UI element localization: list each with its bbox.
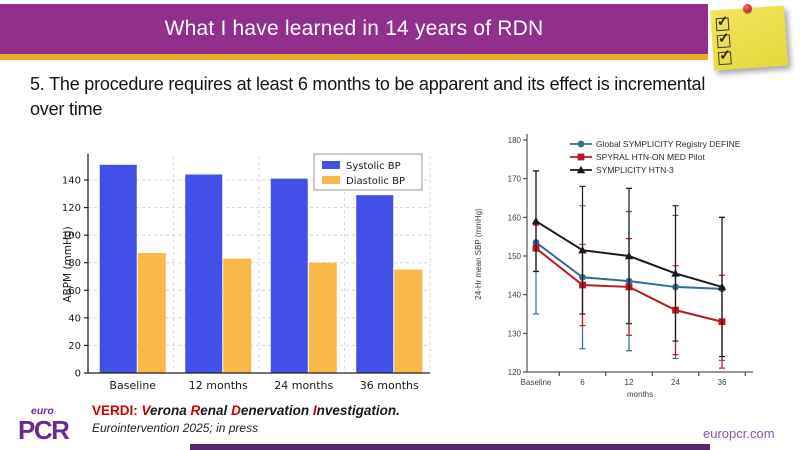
svg-text:150: 150 <box>508 252 522 261</box>
citation-title: VERDI: Verona Renal Denervation Investig… <box>92 403 400 418</box>
svg-text:SYMPLICITY HTN-3: SYMPLICITY HTN-3 <box>596 165 674 175</box>
svg-text:Systolic BP: Systolic BP <box>346 161 401 172</box>
svg-text:180: 180 <box>508 136 522 145</box>
bottom-bar <box>190 444 710 450</box>
svg-text:80: 80 <box>68 258 81 269</box>
svg-text:Diastolic BP: Diastolic BP <box>346 176 405 187</box>
svg-text:36 months: 36 months <box>360 379 419 392</box>
citation-word-rest: enal <box>200 403 232 418</box>
citation-word-initial: I <box>312 403 317 418</box>
svg-text:120: 120 <box>508 368 522 377</box>
svg-text:120: 120 <box>62 203 81 214</box>
checkmark-icon: ✓ <box>718 46 732 64</box>
svg-text:60: 60 <box>68 286 81 297</box>
svg-text:24: 24 <box>671 378 680 387</box>
citation-source: Eurointervention 2025; in press <box>92 421 259 435</box>
sbp-line-chart-svg: 120 130 140 150 160 170 180 Baseline 6 12 24 36 Glob… <box>474 134 753 399</box>
abpm-bar-chart: Baseline 12 months 24 months 36 months 0 20 40… <box>62 138 434 406</box>
sticky-note: ✓ ✓ ✓ <box>709 3 789 71</box>
svg-text:12 months: 12 months <box>189 379 248 392</box>
logo-euro-text: euro <box>31 405 54 417</box>
svg-text:24-Hr mean SBP (mmHg): 24-Hr mean SBP (mmHg) <box>474 208 483 300</box>
checkbox-icon: ✓ <box>717 46 732 66</box>
checkmark-icon: ✓ <box>716 12 730 30</box>
citation-acronym: VERDI: <box>92 403 142 418</box>
svg-text:20: 20 <box>68 341 81 352</box>
website-text: europcr.com <box>703 426 775 441</box>
svg-text:Global SYMPLICITY Registry DEF: Global SYMPLICITY Registry DEFINE <box>596 139 741 149</box>
checkmark-icon: ✓ <box>717 29 731 47</box>
checklist: ✓ ✓ ✓ <box>715 12 732 66</box>
abpm-bar-chart-svg: Baseline 12 months 24 months 36 months 0 20 40… <box>62 153 431 392</box>
citation-word-rest: nvestigation. <box>316 403 400 418</box>
slide-subtitle: 5. The procedure requires at least 6 mon… <box>30 74 706 119</box>
svg-text:140: 140 <box>62 176 81 187</box>
sbp-line-chart: 120 130 140 150 160 170 180 Baseline 6 12 24 36 Glob… <box>470 126 790 402</box>
svg-text:36: 36 <box>718 378 727 387</box>
citation: VERDI: Verona Renal Denervation Investig… <box>92 403 400 435</box>
svg-text:6: 6 <box>580 378 585 387</box>
citation-word-initial: V <box>141 403 151 418</box>
svg-text:0: 0 <box>75 369 81 380</box>
svg-text:24 months: 24 months <box>274 379 333 392</box>
citation-word-initial: R <box>190 403 201 418</box>
accent-stripe <box>0 54 708 60</box>
svg-text:Baseline: Baseline <box>521 378 552 387</box>
svg-text:ABPM (mmHg): ABPM (mmHg) <box>62 226 74 302</box>
europcr-logo: euro PCR <box>18 405 70 445</box>
svg-text:130: 130 <box>508 329 522 338</box>
svg-text:12: 12 <box>625 378 634 387</box>
svg-text:40: 40 <box>68 313 81 324</box>
header-bar: What I have learned in 14 years of RDN <box>0 4 708 54</box>
svg-text:100: 100 <box>62 231 81 242</box>
svg-text:months: months <box>627 390 653 399</box>
citation-word-rest: enervation <box>240 403 313 418</box>
svg-text:140: 140 <box>508 291 522 300</box>
pin-icon <box>742 3 753 14</box>
svg-text:170: 170 <box>508 175 522 184</box>
citation-word-initial: D <box>231 403 241 418</box>
slide-title: What I have learned in 14 years of RDN <box>164 17 544 40</box>
citation-word-rest: erona <box>150 403 191 418</box>
svg-text:160: 160 <box>508 213 522 222</box>
logo-pcr-text: PCR <box>18 414 70 445</box>
svg-text:SPYRAL HTN-ON MED Pilot: SPYRAL HTN-ON MED Pilot <box>596 152 705 162</box>
svg-text:Baseline: Baseline <box>109 379 156 392</box>
